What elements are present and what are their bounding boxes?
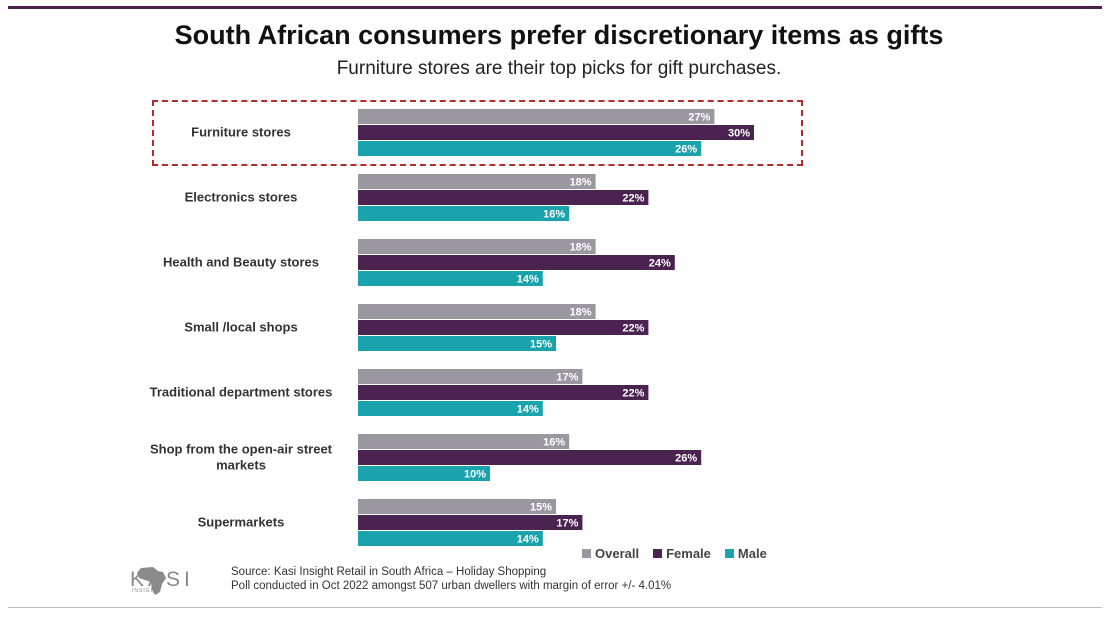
africa-map-icon <box>137 567 166 595</box>
source-line-1: Source: Kasi Insight Retail in South Afr… <box>231 566 547 578</box>
chart-subtitle: Furniture stores are their top picks for… <box>336 58 782 79</box>
data-label: 26% <box>675 453 697 465</box>
bar-male <box>358 531 543 546</box>
legend-swatch-overall <box>582 549 591 558</box>
bar-male <box>358 401 543 416</box>
bar-male <box>358 206 570 221</box>
data-label: 24% <box>649 258 671 270</box>
bar-female <box>358 385 649 400</box>
bar-male <box>358 141 702 156</box>
data-label: 22% <box>622 193 644 205</box>
data-label: 22% <box>622 323 644 335</box>
bar-male <box>358 336 556 351</box>
category-label: Furniture stores <box>191 125 291 140</box>
bar-female <box>358 255 675 270</box>
data-label: 27% <box>688 112 710 124</box>
data-label: 17% <box>556 372 578 384</box>
data-label: 16% <box>543 437 565 449</box>
source-line-2: Poll conducted in Oct 2022 amongst 507 u… <box>231 580 672 592</box>
bar-overall <box>358 174 596 189</box>
legend-label-female: Female <box>666 546 711 561</box>
bar-overall <box>358 239 596 254</box>
chart-title: South African consumers prefer discretio… <box>174 20 944 50</box>
data-label: 17% <box>556 518 578 530</box>
bar-male <box>358 466 490 481</box>
data-label: 14% <box>517 404 539 416</box>
data-label: 26% <box>675 144 697 156</box>
legend-swatch-male <box>724 549 734 558</box>
data-label: 22% <box>622 388 644 400</box>
category-label: Traditional department stores <box>150 385 333 400</box>
legend-swatch-female <box>653 549 663 558</box>
bar-overall <box>358 369 583 384</box>
data-label: 18% <box>570 307 592 319</box>
category-label: Supermarkets <box>198 515 285 530</box>
source-note: Source: Kasi Insight Retail in South Afr… <box>231 565 671 593</box>
data-label: 15% <box>530 502 552 514</box>
legend-item-overall: Overall <box>582 546 639 561</box>
data-label: 16% <box>543 209 565 221</box>
data-label: 18% <box>570 177 592 189</box>
logo-text: KASI <box>130 568 194 591</box>
highlight-box <box>152 100 803 166</box>
data-label: 15% <box>530 339 552 351</box>
bar-female <box>358 515 583 530</box>
data-label: 14% <box>517 274 539 286</box>
bar-overall <box>358 499 556 514</box>
data-label: 14% <box>517 534 539 546</box>
data-label: 10% <box>464 469 486 481</box>
bar-overall <box>358 304 596 319</box>
category-label: Shop from the open-air street markets <box>150 442 333 473</box>
top-rule <box>8 6 1102 9</box>
legend: Overall Female Male <box>582 546 767 561</box>
logo-tagline: INSIGHT <box>132 588 160 594</box>
bar-female <box>358 190 649 205</box>
legend-item-male: Male <box>724 546 767 561</box>
bar-female <box>358 450 702 465</box>
data-label: 18% <box>570 242 592 254</box>
category-label: Health and Beauty stores <box>163 255 319 270</box>
data-label: 30% <box>728 128 750 140</box>
bar-female <box>358 125 754 140</box>
bar-overall <box>358 434 570 449</box>
bar-male <box>358 271 543 286</box>
bottom-rule <box>8 607 1102 608</box>
legend-label-overall: Overall <box>595 546 640 561</box>
category-label: Small /local shops <box>184 320 297 335</box>
category-label: Electronics stores <box>185 190 298 205</box>
bar-female <box>358 320 649 335</box>
legend-label-male: Male <box>737 546 767 561</box>
bar-overall <box>358 109 715 124</box>
legend-item-female: Female <box>653 546 711 561</box>
